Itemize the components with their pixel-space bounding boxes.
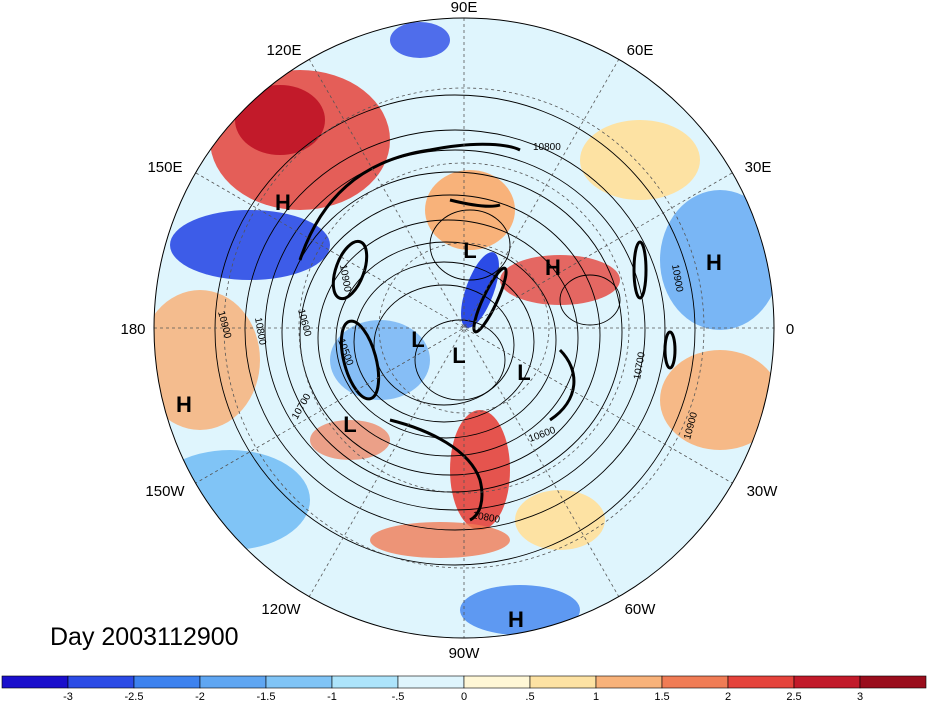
lon-label: 30E bbox=[745, 159, 772, 176]
lon-label: 120E bbox=[266, 42, 301, 59]
colorbar-tick-label: .5 bbox=[525, 691, 534, 702]
low-center: L bbox=[517, 360, 530, 385]
colorbar-swatch bbox=[331, 675, 399, 689]
contour-label: 10900 bbox=[669, 264, 685, 294]
colorbar-tick-label: -2.5 bbox=[125, 691, 144, 702]
contour-label: 10700 bbox=[632, 351, 648, 381]
longitude-labels: 90E 120E 60E 150E 30E 180 0 150W 30W 120… bbox=[120, 0, 794, 662]
colorbar-tick-label: 2.5 bbox=[786, 691, 801, 702]
low-center: L bbox=[463, 238, 476, 263]
contour-label: 10800 bbox=[471, 510, 501, 526]
colorbar-tick-label: 3 bbox=[857, 691, 863, 702]
low-center: L bbox=[452, 343, 465, 368]
contour-label: 10900 bbox=[337, 264, 353, 294]
colorbar-swatch bbox=[595, 675, 663, 689]
colorbar-swatch bbox=[67, 675, 135, 689]
colorbar-swatch bbox=[133, 675, 201, 689]
lon-label: 90W bbox=[449, 645, 481, 662]
colorbar-tick-label: -2 bbox=[195, 691, 205, 702]
colorbar-swatch bbox=[727, 675, 795, 689]
high-center: H bbox=[545, 255, 561, 280]
colorbar-swatch bbox=[793, 675, 861, 689]
colorbar-swatch bbox=[265, 675, 333, 689]
high-center: H bbox=[275, 190, 291, 215]
lon-label: 60W bbox=[625, 601, 657, 618]
lon-label: 150W bbox=[145, 483, 185, 500]
colorbar-swatch bbox=[859, 675, 927, 689]
jet-contours bbox=[298, 142, 677, 522]
colorbar-tick-label: 1.5 bbox=[654, 691, 669, 702]
graticule bbox=[154, 18, 774, 638]
colorbar: -3 -2.5 -2 -1.5 -1 -.5 0 .5 1 1.5 2 2.5 3 bbox=[1, 675, 927, 702]
lon-label: 150E bbox=[147, 159, 182, 176]
contour-label: 10800 bbox=[533, 142, 561, 153]
low-center: L bbox=[343, 412, 356, 437]
colorbar-swatch bbox=[1, 675, 69, 689]
colorbar-tick-label: 1 bbox=[593, 691, 599, 702]
lon-label: 0 bbox=[786, 321, 794, 338]
map-border bbox=[153, 17, 775, 639]
colorbar-swatch bbox=[397, 675, 465, 689]
lon-label: 180 bbox=[120, 321, 145, 338]
contour-label: 10800 bbox=[252, 317, 268, 347]
colorbar-tick-label: -.5 bbox=[392, 691, 405, 702]
colorbar-swatch bbox=[529, 675, 597, 689]
high-center: H bbox=[176, 392, 192, 417]
high-center: H bbox=[706, 250, 722, 275]
lon-label: 60E bbox=[627, 42, 654, 59]
colorbar-swatch bbox=[661, 675, 729, 689]
colorbar-tick-label: 0 bbox=[461, 691, 467, 702]
high-center: H bbox=[508, 607, 524, 632]
date-label: Day 2003112900 bbox=[50, 623, 239, 651]
colorbar-tick-label: -1.5 bbox=[257, 691, 276, 702]
anomaly-field bbox=[154, 18, 774, 638]
colorbar-tick-label: -1 bbox=[327, 691, 337, 702]
colorbar-swatch bbox=[463, 675, 531, 689]
pressure-centers: H H H L H L L L H L H bbox=[176, 190, 722, 632]
low-center: L bbox=[411, 327, 424, 352]
colorbar-swatch bbox=[199, 675, 267, 689]
lon-label: 90E bbox=[451, 0, 478, 16]
colorbar-tick-label: -3 bbox=[63, 691, 73, 702]
height-contours bbox=[214, 94, 696, 566]
lon-label: 30W bbox=[747, 483, 779, 500]
colorbar-tick-label: 2 bbox=[725, 691, 731, 702]
lon-label: 120W bbox=[261, 601, 301, 618]
